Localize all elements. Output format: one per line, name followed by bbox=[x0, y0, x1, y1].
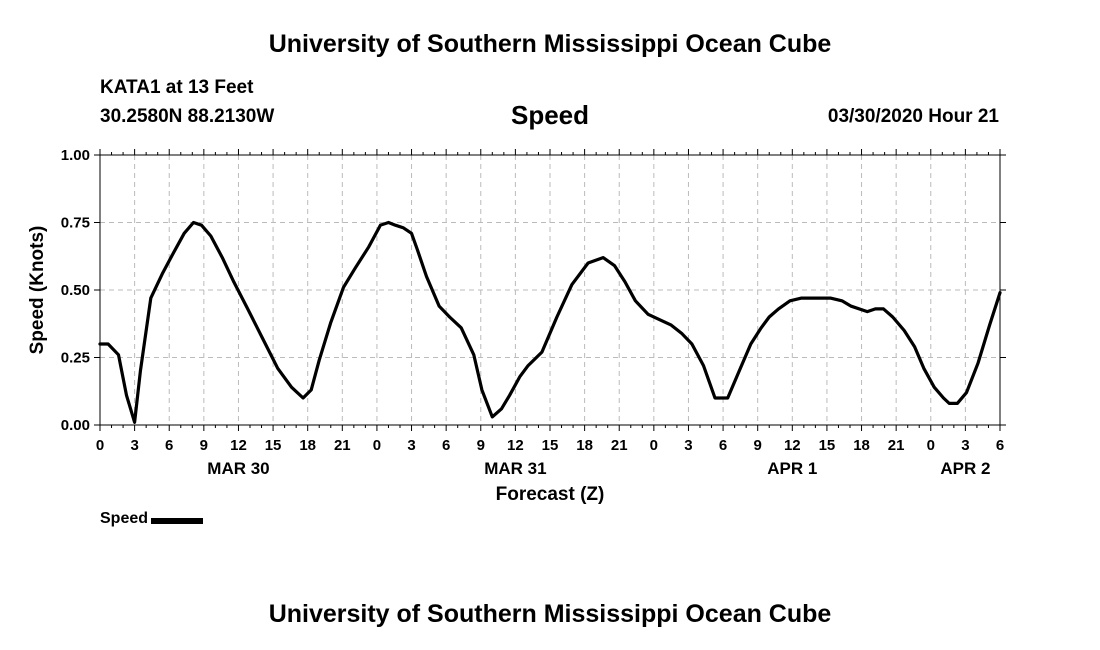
series-line-speed bbox=[98, 220, 1002, 424]
x-tick-label: 9 bbox=[754, 437, 762, 454]
x-tick-label: 3 bbox=[961, 437, 969, 454]
station-coordinates: 30.2580N 88.2130W bbox=[100, 106, 275, 127]
x-axis-label: Forecast (Z) bbox=[496, 484, 605, 505]
x-tick-label: 9 bbox=[477, 437, 485, 454]
x-tick-label: 6 bbox=[165, 437, 173, 454]
date-label: APR 2 bbox=[940, 459, 990, 478]
x-tick-label: 12 bbox=[507, 437, 524, 454]
y-tick-label: 1.00 bbox=[61, 147, 90, 164]
x-tick-label: 3 bbox=[130, 437, 138, 454]
x-tick-label: 21 bbox=[888, 437, 905, 454]
footer-title: University of Southern Mississippi Ocean… bbox=[268, 600, 832, 628]
page-title: University of Southern Mississippi Ocean… bbox=[268, 30, 832, 58]
grid bbox=[100, 155, 1000, 425]
forecast-datetime: 03/30/2020 Hour 21 bbox=[827, 106, 999, 127]
x-tick-label: 0 bbox=[373, 437, 381, 454]
x-tick-label: 0 bbox=[96, 437, 104, 454]
x-tick-label: 15 bbox=[819, 437, 836, 454]
x-tick-label: 9 bbox=[200, 437, 208, 454]
chart-title: Speed bbox=[510, 100, 590, 130]
x-tick-label: 3 bbox=[407, 437, 415, 454]
legend-label: Speed bbox=[100, 510, 149, 527]
x-tick-label: 21 bbox=[334, 437, 351, 454]
x-tick-label: 12 bbox=[784, 437, 801, 454]
x-tick-label: 18 bbox=[576, 437, 593, 454]
x-tick-label: 15 bbox=[542, 437, 559, 454]
station-label: KATA1 at 13 Feet bbox=[100, 77, 254, 98]
y-tick-label: 0.50 bbox=[61, 282, 90, 299]
x-tick-label: 6 bbox=[442, 437, 450, 454]
legend-swatch bbox=[151, 517, 204, 524]
y-tick-label: 0.25 bbox=[61, 350, 90, 367]
y-tick-label: 0.75 bbox=[61, 215, 90, 232]
x-tick-label: 21 bbox=[611, 437, 628, 454]
x-tick-label: 0 bbox=[927, 437, 935, 454]
date-label: MAR 31 bbox=[484, 459, 546, 478]
x-tick-label: 3 bbox=[684, 437, 692, 454]
x-tick-label: 6 bbox=[719, 437, 727, 454]
y-axis-label: Speed (Knots) bbox=[27, 226, 48, 355]
x-tick-label: 12 bbox=[230, 437, 247, 454]
date-label: MAR 30 bbox=[207, 459, 269, 478]
axis-ticks: 0 3 6 9 12 15 18 21 0 3 6 9 12 15 18 21 0 3 6 9 12 15 18 21 0 3 6 0… bbox=[61, 147, 1006, 478]
x-tick-label: 0 bbox=[650, 437, 658, 454]
date-label: APR 1 bbox=[767, 459, 817, 478]
legend: Speed bbox=[100, 510, 204, 528]
x-tick-label: 6 bbox=[996, 437, 1004, 454]
y-tick-label: 0.00 bbox=[61, 417, 90, 434]
x-tick-label: 15 bbox=[265, 437, 282, 454]
x-tick-label: 18 bbox=[299, 437, 316, 454]
x-tick-label: 18 bbox=[853, 437, 870, 454]
